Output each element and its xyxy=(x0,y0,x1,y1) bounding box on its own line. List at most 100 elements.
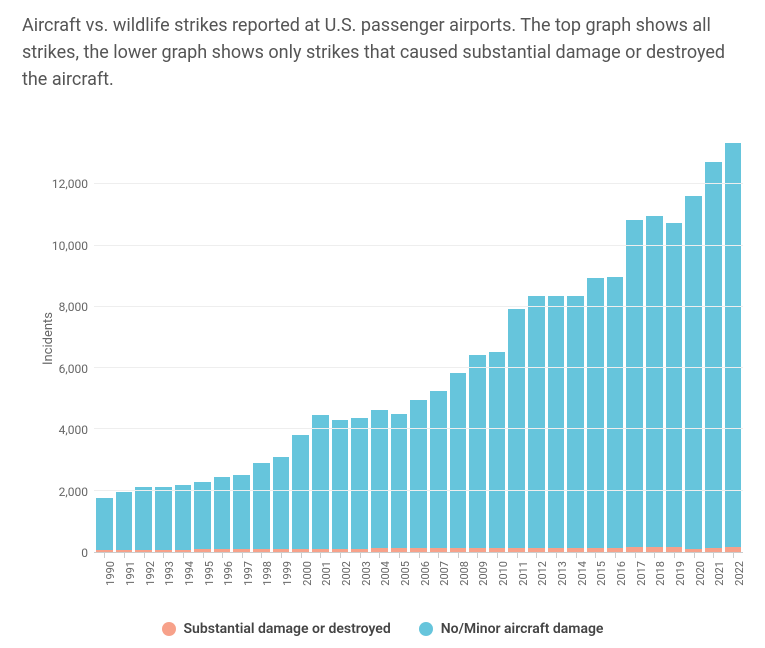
x-tick-label: 2003 xyxy=(360,561,373,586)
bar-segment-minor xyxy=(528,296,545,547)
bar xyxy=(607,123,624,552)
bar xyxy=(469,123,486,552)
x-tick-label: 1995 xyxy=(203,561,216,586)
bar xyxy=(410,123,427,552)
x-tick-mark xyxy=(576,553,577,558)
x-tick-mark xyxy=(615,553,616,558)
bar-segment-substantial xyxy=(410,548,427,552)
bar-segment-minor xyxy=(450,373,467,548)
bar-segment-substantial xyxy=(292,549,309,552)
bar-segment-minor xyxy=(96,498,113,550)
bar-segment-substantial xyxy=(233,549,250,552)
gridline xyxy=(94,306,743,307)
x-tick-label: 1999 xyxy=(281,561,294,586)
bar-segment-minor xyxy=(233,475,250,549)
bar xyxy=(312,123,329,552)
x-tick-label: 2002 xyxy=(340,561,353,586)
x-tick-mark xyxy=(733,553,734,558)
x-tick-label: 2010 xyxy=(497,561,510,586)
x-tick-label: 2014 xyxy=(576,561,589,586)
x-tick-mark xyxy=(340,553,341,558)
x-tick-mark xyxy=(458,553,459,558)
bar xyxy=(567,123,584,552)
y-tick: 10,000 xyxy=(52,239,88,253)
x-tick-label: 2018 xyxy=(654,561,667,586)
bar-segment-substantial xyxy=(96,550,113,552)
bar-segment-minor xyxy=(292,435,309,548)
x-tick-mark xyxy=(360,553,361,558)
gridline xyxy=(94,428,743,429)
bar-segment-substantial xyxy=(312,549,329,552)
bar-segment-substantial xyxy=(626,547,643,552)
bar-segment-minor xyxy=(725,143,742,547)
bar-segment-minor xyxy=(155,487,172,550)
x-tick-mark xyxy=(694,553,695,558)
bar-segment-minor xyxy=(116,492,133,550)
y-axis: 02,0004,0006,0008,00010,00012,000 xyxy=(44,123,94,553)
bar xyxy=(430,123,447,552)
x-tick-label: 2008 xyxy=(458,561,471,586)
bar-segment-minor xyxy=(410,400,427,549)
bar-segment-substantial xyxy=(450,548,467,552)
bar-segment-minor xyxy=(430,391,447,549)
x-tick-mark xyxy=(183,553,184,558)
x-tick-label: 2006 xyxy=(419,561,432,586)
bar-segment-substantial xyxy=(725,547,742,552)
gridline xyxy=(94,183,743,184)
bar-segment-minor xyxy=(194,482,211,549)
bar xyxy=(391,123,408,552)
bar-segment-substantial xyxy=(371,548,388,552)
bar xyxy=(371,123,388,552)
x-tick-mark xyxy=(222,553,223,558)
legend: Substantial damage or destroyed No/Minor… xyxy=(22,621,743,637)
x-tick-mark xyxy=(104,553,105,558)
bar xyxy=(450,123,467,552)
x-tick-mark xyxy=(674,553,675,558)
bar-segment-minor xyxy=(273,457,290,549)
bar-segment-substantial xyxy=(587,548,604,552)
x-tick-mark xyxy=(379,553,380,558)
x-tick-mark xyxy=(144,553,145,558)
legend-swatch-minor xyxy=(419,622,433,636)
x-tick-label: 2011 xyxy=(517,561,530,586)
bar-segment-substantial xyxy=(116,550,133,552)
x-tick-label: 2005 xyxy=(399,561,412,586)
bar xyxy=(116,123,133,552)
x-tick-label: 2013 xyxy=(556,561,569,586)
bar xyxy=(292,123,309,552)
legend-swatch-substantial xyxy=(162,622,176,636)
bar-segment-substantial xyxy=(135,550,152,552)
bar-segment-substantial xyxy=(607,548,624,552)
bar-segment-substantial xyxy=(391,548,408,552)
bar xyxy=(508,123,525,552)
bar-segment-minor xyxy=(351,418,368,548)
bar xyxy=(528,123,545,552)
y-tick: 2,000 xyxy=(59,485,88,499)
bar xyxy=(135,123,152,552)
x-tick-label: 2022 xyxy=(733,561,746,586)
bar-segment-minor xyxy=(666,223,683,548)
bar-segment-substantial xyxy=(548,548,565,552)
gridline xyxy=(94,245,743,246)
bar xyxy=(666,123,683,552)
bar-segment-minor xyxy=(469,355,486,548)
bar-segment-minor xyxy=(548,296,565,547)
bar-segment-substantial xyxy=(666,547,683,552)
bar-segment-substantial xyxy=(214,549,231,552)
bar-segment-substantial xyxy=(705,548,722,552)
bar-segment-minor xyxy=(685,196,702,548)
bar xyxy=(155,123,172,552)
plot xyxy=(94,123,743,553)
bar xyxy=(214,123,231,552)
x-tick-mark xyxy=(477,553,478,558)
bar-segment-substantial xyxy=(567,548,584,552)
x-tick-mark xyxy=(536,553,537,558)
bar-segment-minor xyxy=(607,277,624,548)
bar-segment-minor xyxy=(332,420,349,549)
bar-segment-substantial xyxy=(685,549,702,552)
bar xyxy=(332,123,349,552)
bar-segment-substantial xyxy=(273,549,290,552)
bar xyxy=(725,123,742,552)
x-tick-mark xyxy=(281,553,282,558)
x-tick-label: 1996 xyxy=(222,561,235,586)
